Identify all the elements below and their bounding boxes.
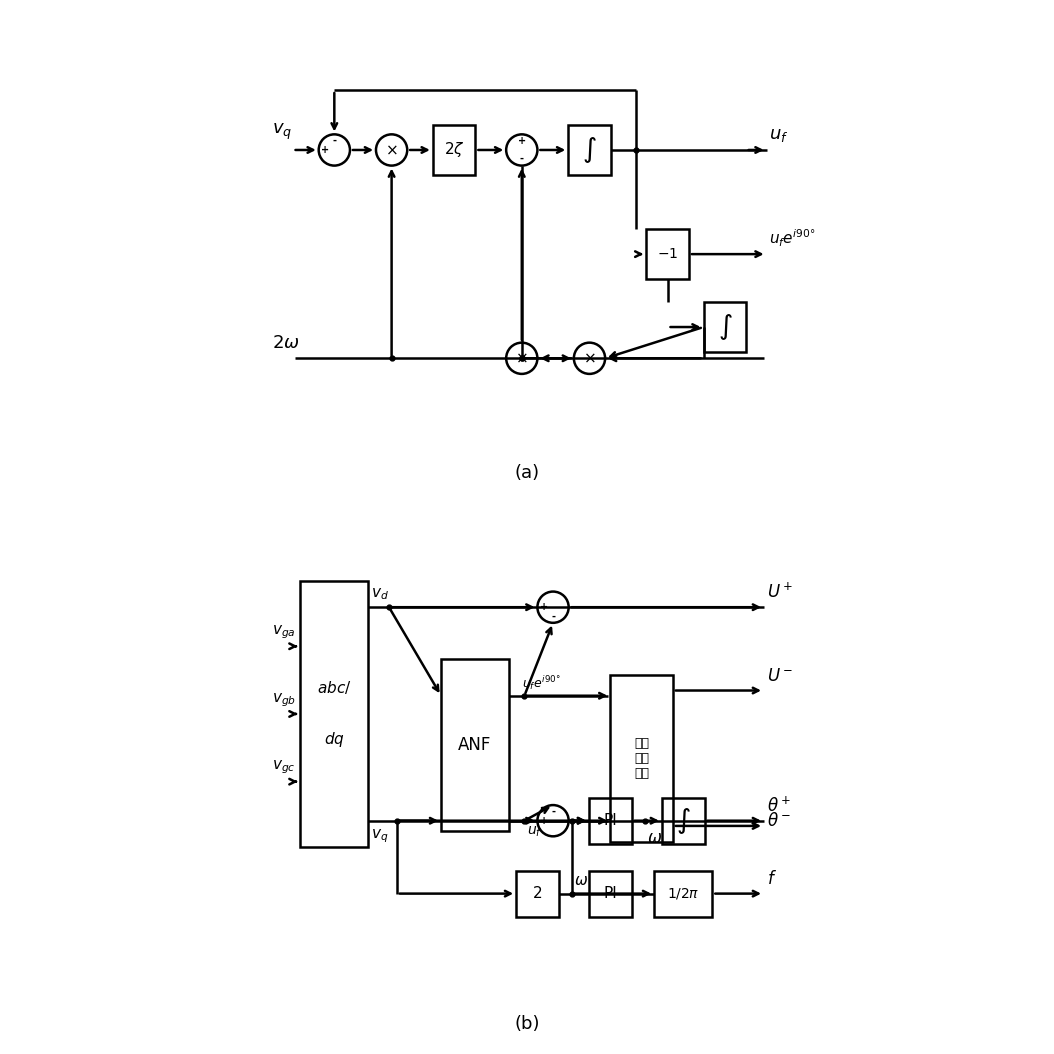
Text: -: - xyxy=(520,154,524,164)
Text: $v_q$: $v_q$ xyxy=(272,122,292,142)
Text: $U^-$: $U^-$ xyxy=(766,667,793,685)
Text: $\int$: $\int$ xyxy=(718,312,733,341)
Bar xyxy=(703,302,746,352)
Text: 2: 2 xyxy=(532,886,542,901)
Text: $u_f e^{i90°}$: $u_f e^{i90°}$ xyxy=(522,674,561,691)
Bar xyxy=(433,125,475,175)
Text: $\mathit{abc/}$: $\mathit{abc/}$ xyxy=(317,680,352,697)
Text: +: + xyxy=(321,145,329,155)
Bar xyxy=(655,871,713,917)
Text: $\omega$: $\omega$ xyxy=(574,874,588,889)
Text: $\times$: $\times$ xyxy=(583,351,596,366)
Text: -: - xyxy=(551,806,555,817)
Bar xyxy=(589,798,631,843)
Text: $\mathit{dq}$: $\mathit{dq}$ xyxy=(324,730,345,749)
Bar xyxy=(646,230,689,279)
Bar xyxy=(610,675,672,841)
Text: $f$: $f$ xyxy=(766,871,777,889)
Text: ANF: ANF xyxy=(458,736,491,755)
Text: $v_{gb}$: $v_{gb}$ xyxy=(272,691,296,708)
Text: $u_f e^{i90°}$: $u_f e^{i90°}$ xyxy=(769,227,816,249)
Bar xyxy=(589,871,631,917)
Bar xyxy=(441,659,509,832)
Text: $1/2\pi$: $1/2\pi$ xyxy=(667,886,700,901)
Text: $v_{ga}$: $v_{ga}$ xyxy=(272,624,295,641)
Text: $2\omega$: $2\omega$ xyxy=(272,334,299,352)
Text: $\times$: $\times$ xyxy=(515,351,528,366)
Text: PI: PI xyxy=(604,814,618,828)
Text: PI: PI xyxy=(604,886,618,901)
Text: $v_d$: $v_d$ xyxy=(371,586,389,602)
Text: 负序
分量
提取: 负序 分量 提取 xyxy=(635,737,649,780)
Text: $v_{gc}$: $v_{gc}$ xyxy=(272,759,295,777)
Text: $\int$: $\int$ xyxy=(582,135,597,164)
Text: $U^+$: $U^+$ xyxy=(766,583,793,602)
Text: $\theta^-$: $\theta^-$ xyxy=(766,812,790,829)
Bar xyxy=(568,125,611,175)
Text: $\int$: $\int$ xyxy=(676,805,690,836)
Text: $-1$: $-1$ xyxy=(657,247,678,261)
Text: +: + xyxy=(540,816,548,825)
Text: $\omega$: $\omega$ xyxy=(647,828,663,846)
Text: -: - xyxy=(551,611,555,621)
Text: $\times$: $\times$ xyxy=(386,142,398,157)
Bar xyxy=(300,581,368,846)
Text: $v_q$: $v_q$ xyxy=(371,827,388,844)
Text: +: + xyxy=(518,136,526,145)
Bar xyxy=(662,798,704,843)
Text: -: - xyxy=(332,136,336,145)
Bar xyxy=(516,871,559,917)
Text: $\theta^+$: $\theta^+$ xyxy=(766,796,790,816)
Text: $u_f$: $u_f$ xyxy=(527,825,543,839)
Text: +: + xyxy=(540,602,548,612)
Text: $u_f$: $u_f$ xyxy=(769,125,788,143)
Text: $2\zeta$: $2\zeta$ xyxy=(444,140,465,159)
Text: (b): (b) xyxy=(514,1015,540,1033)
Text: (a): (a) xyxy=(514,464,540,482)
